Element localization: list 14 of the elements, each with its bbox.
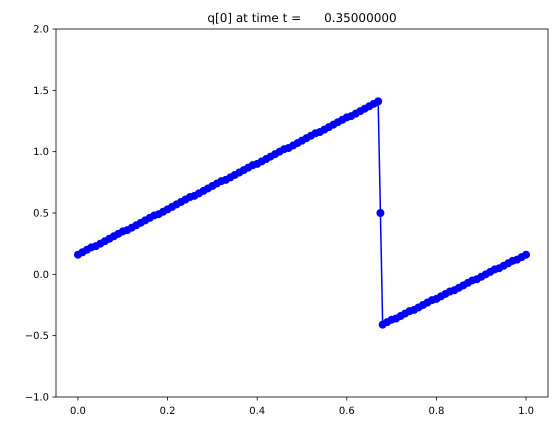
y-tick-label: 1.5 — [33, 86, 49, 97]
y-tick-label: 0.5 — [33, 208, 49, 220]
y-tick-label: −1.0 — [24, 392, 49, 404]
y-tick-label: 0.0 — [33, 270, 49, 281]
x-tick-label: 1.0 — [518, 406, 534, 417]
x-tick-label: 0.4 — [249, 406, 266, 417]
y-tick-label: −0.5 — [24, 331, 49, 342]
x-tick-label: 0.2 — [160, 406, 176, 417]
chart-title: q[0] at time t = 0.35000000 — [207, 11, 397, 25]
x-tick-label: 0.0 — [70, 406, 86, 417]
x-tick-label: 0.8 — [428, 406, 444, 417]
y-tick-label: 1.0 — [33, 147, 49, 158]
y-tick-label: 2.0 — [33, 24, 49, 36]
x-tick-label: 0.6 — [338, 406, 355, 417]
